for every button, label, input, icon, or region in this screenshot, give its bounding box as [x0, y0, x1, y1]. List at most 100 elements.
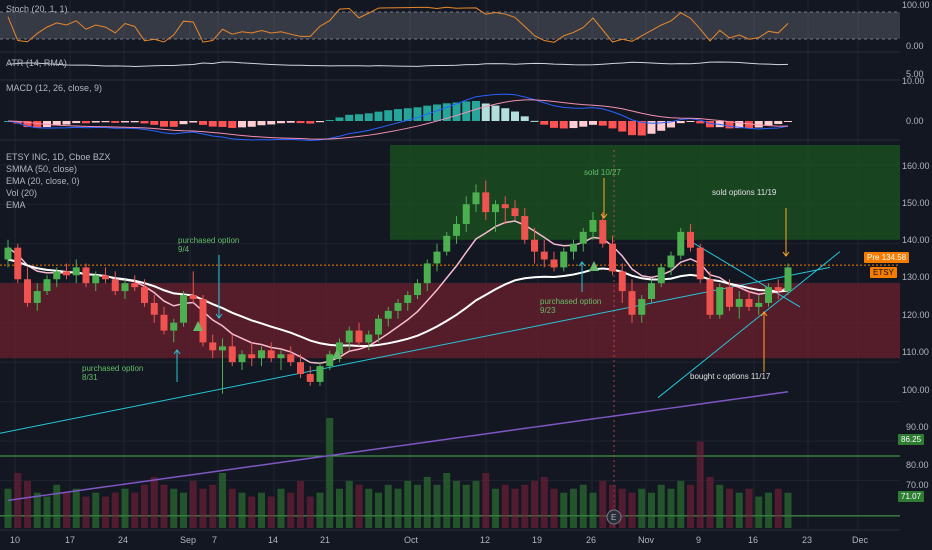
candle-body-16 — [160, 314, 168, 331]
volume-bar-69 — [677, 480, 685, 528]
macd-hist-78 — [764, 121, 773, 126]
macd-hist-6 — [62, 121, 71, 125]
x-label-oct: Oct — [404, 535, 419, 545]
candle-body-47 — [462, 204, 470, 224]
candle-body-37 — [365, 334, 373, 343]
candle-body-29 — [287, 354, 295, 363]
candle-body-3 — [33, 291, 41, 303]
macd-hist-25 — [247, 121, 256, 127]
candle-body-63 — [618, 271, 626, 292]
candle-body-44 — [433, 251, 441, 264]
macd-hist-47 — [462, 101, 471, 121]
x-label-26: 26 — [586, 535, 597, 545]
macd-hist-45 — [442, 103, 451, 121]
volume-bar-46 — [453, 480, 460, 528]
volume-bar-7 — [72, 488, 80, 528]
macd-hist-67 — [657, 121, 666, 131]
volume-bar-78 — [765, 492, 772, 528]
candle-body-31 — [306, 374, 314, 382]
candle-body-19 — [189, 295, 197, 299]
macd-hist-22 — [218, 121, 227, 127]
volume-bar-3 — [33, 492, 41, 528]
macd-hist-7 — [72, 121, 81, 124]
price-tick-140: 140.00 — [902, 235, 930, 245]
volume-bar-23 — [228, 488, 236, 528]
volume-bar-50 — [492, 488, 499, 528]
volume-bar-55 — [540, 476, 548, 528]
macd-tick-0: 0.00 — [906, 116, 924, 126]
volume-bar-10 — [102, 496, 109, 528]
stoch-band — [0, 12, 900, 39]
volume-bar-64 — [628, 492, 636, 528]
macd-hist-40 — [394, 109, 402, 121]
trendline-down — [687, 239, 801, 308]
volume-bar-80 — [784, 492, 792, 528]
candle-body-51 — [501, 204, 509, 209]
volume-bar-18 — [180, 492, 187, 528]
candle-body-60 — [589, 220, 597, 232]
volume-bar-27 — [267, 496, 275, 528]
earnings-marker[interactable]: E — [611, 513, 617, 522]
candle-body-64 — [628, 291, 636, 315]
macd-hist-34 — [335, 117, 344, 121]
candle-body-20 — [199, 298, 207, 343]
volume-bar-74 — [726, 488, 733, 528]
ema-long-line — [7, 391, 789, 502]
x-label-19: 19 — [532, 535, 543, 545]
candle-body-14 — [141, 287, 148, 303]
macd-hist-77 — [754, 121, 763, 128]
level-badge-71: 71.07 — [898, 491, 925, 502]
volume-bar-57 — [560, 492, 568, 528]
volume-bar-68 — [667, 488, 675, 528]
macd-hist-13 — [130, 121, 139, 123]
macd-label: MACD (12, 26, close, 9) — [6, 83, 103, 93]
annotation-bought-11-17: bought c options 11/17 — [690, 372, 771, 381]
candle-body-78 — [765, 287, 772, 303]
volume-bar-11 — [111, 492, 119, 528]
volume-bar-19 — [189, 480, 197, 528]
volume-bar-35 — [345, 480, 353, 528]
candle-body-56 — [550, 259, 558, 268]
candle-body-15 — [150, 302, 158, 315]
candle-body-70 — [687, 231, 694, 248]
stoch-line — [7, 6, 789, 43]
macd-hist-53 — [520, 116, 529, 121]
macd-hist-35 — [345, 114, 354, 121]
annotation-sold-11-19: sold options 11/19 — [712, 188, 777, 197]
macd-hist-68 — [667, 121, 675, 128]
price-tick-70: 70.00 — [906, 480, 929, 490]
volume-bar-77 — [755, 496, 763, 528]
volume-bar-48 — [472, 480, 480, 528]
macd-hist-21 — [208, 121, 217, 127]
volume-bar-59 — [579, 484, 587, 528]
volume-bar-44 — [433, 484, 441, 528]
macd-hist-20 — [199, 121, 207, 125]
candle-body-73 — [716, 287, 724, 315]
level-badge-86: 86.25 — [898, 434, 925, 445]
volume-bar-28 — [277, 488, 285, 528]
volume-bar-12 — [121, 488, 129, 528]
volume-bar-52 — [511, 488, 519, 528]
macd-hist-12 — [121, 121, 129, 123]
volume-bar-38 — [375, 492, 382, 528]
macd-hist-16 — [160, 121, 168, 127]
candle-body-41 — [404, 295, 412, 303]
volume-bar-47 — [462, 484, 470, 528]
macd-hist-11 — [111, 121, 120, 123]
macd-hist-9 — [91, 121, 100, 123]
candle-body-22 — [219, 346, 226, 351]
volume-bar-75 — [735, 492, 743, 528]
price-tick-150: 150.00 — [902, 198, 930, 208]
candle-body-13 — [131, 283, 139, 288]
candle-body-21 — [209, 342, 217, 351]
x-label-12: 12 — [480, 535, 491, 545]
volume-bar-58 — [570, 488, 577, 528]
macd-hist-65 — [637, 121, 646, 136]
macd-hist-79 — [774, 121, 783, 125]
volume-bar-42 — [414, 484, 421, 528]
candle-body-76 — [745, 298, 753, 307]
annotation-sold-10-27: sold 10/27 — [584, 168, 621, 177]
candle-body-28 — [277, 354, 285, 359]
volume-bar-22 — [219, 473, 226, 528]
